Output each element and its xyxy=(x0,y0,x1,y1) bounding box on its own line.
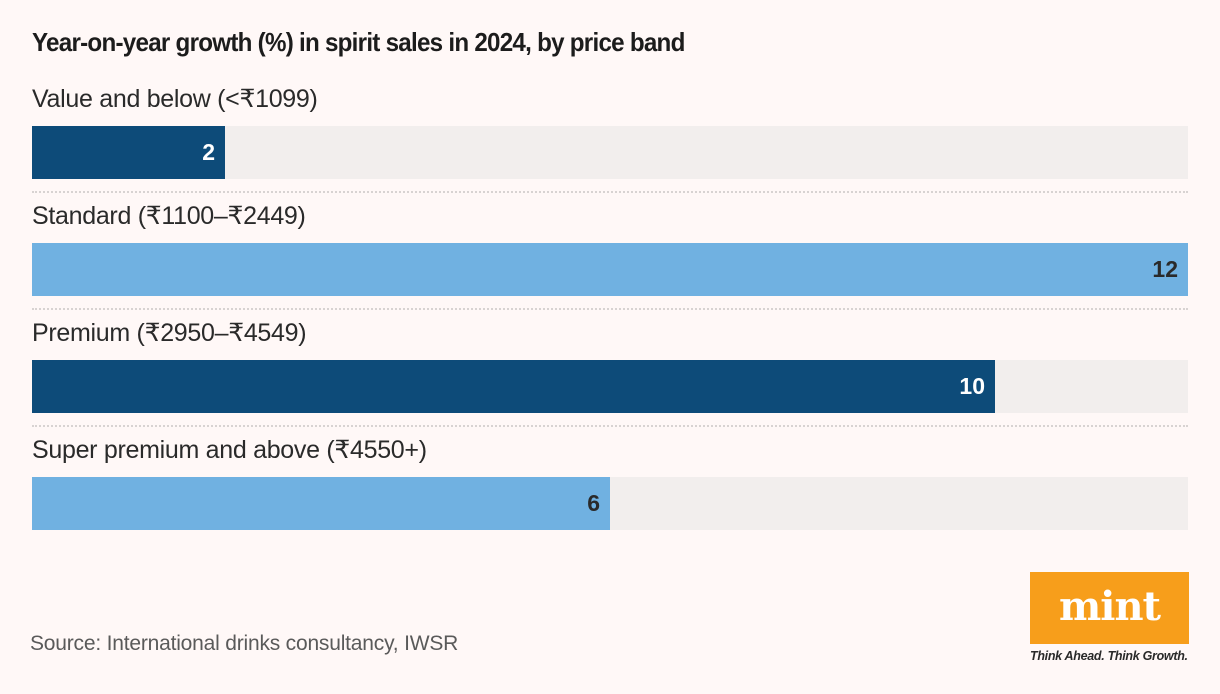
category-label: Premium (₹2950–₹4549) xyxy=(32,319,307,347)
mint-logo: mint xyxy=(1030,572,1189,644)
data-label: 10 xyxy=(959,373,985,399)
bar: 2 xyxy=(32,126,225,179)
bar-track: 12 xyxy=(32,243,1188,296)
category-label: Standard (₹1100–₹2449) xyxy=(32,202,306,230)
bar: 12 xyxy=(32,243,1188,296)
source-note: Source: International drinks consultancy… xyxy=(30,632,459,655)
bar: 6 xyxy=(32,477,610,530)
bar-track: 6 xyxy=(32,477,1188,530)
data-label: 12 xyxy=(1152,256,1178,282)
category-label: Value and below (<₹1099) xyxy=(32,85,318,113)
row-divider xyxy=(32,191,1188,193)
bar: 10 xyxy=(32,360,995,413)
logo-tagline: Think Ahead. Think Growth. xyxy=(1030,649,1188,663)
category-label: Super premium and above (₹4550+) xyxy=(32,436,427,464)
bar-track: 10 xyxy=(32,360,1188,413)
data-label: 6 xyxy=(587,490,600,516)
data-label: 2 xyxy=(202,139,215,165)
logo-text: mint xyxy=(1058,582,1161,630)
row-divider xyxy=(32,425,1188,427)
row-divider xyxy=(32,308,1188,310)
bar-track: 2 xyxy=(32,126,1188,179)
chart-title: Year-on-year growth (%) in spirit sales … xyxy=(32,27,685,57)
